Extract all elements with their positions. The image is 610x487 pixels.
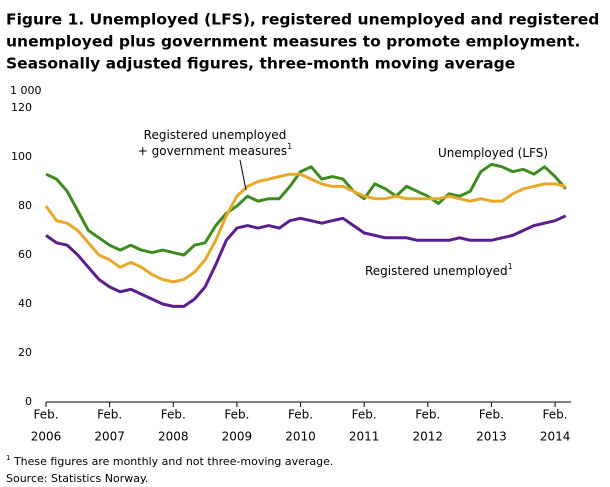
chart-title: Seasonally adjusted figures, three-month… [6, 55, 515, 73]
x-tick-label: Feb. [288, 408, 313, 422]
footnote-mark: 1 [508, 262, 513, 271]
pointer [239, 159, 247, 191]
series-label-text: + government measures [138, 144, 287, 158]
footnote-mark: 1 [6, 454, 10, 462]
x-tick-label: Feb. [33, 408, 58, 422]
footnote-mark: 1 [287, 142, 292, 151]
chart-title: unemployed plus government measures to p… [6, 33, 580, 51]
chart-title: Figure 1. Unemployed (LFS), registered u… [6, 11, 599, 29]
x-tick-label: 2008 [158, 430, 189, 444]
series-label: + government measures1 [138, 142, 293, 158]
x-tick-label: 2007 [94, 430, 125, 444]
x-tick-label: Feb. [415, 408, 440, 422]
series-line [44, 172, 567, 284]
y-tick-label: 100 [11, 150, 32, 163]
footnote-text: These figures are monthly and not three-… [10, 455, 333, 468]
y-tick-label: 80 [18, 199, 32, 212]
x-tick-label: 2009 [222, 430, 253, 444]
x-tick-label: Feb. [543, 408, 568, 422]
x-tick-label: 2012 [413, 430, 444, 444]
y-tick-label: 120 [11, 101, 32, 114]
x-tick-label: 2014 [540, 430, 571, 444]
y-tick-label: 0 [25, 395, 32, 408]
y-tick-label: 40 [18, 297, 32, 310]
x-tick-label: 2010 [285, 430, 316, 444]
series-line [45, 214, 567, 308]
series-label-text: Registered unemployed [144, 128, 287, 142]
series-line [45, 162, 567, 257]
y-unit: 1 000 [10, 84, 42, 97]
x-tick-label: Feb. [161, 408, 186, 422]
x-tick-label: Feb. [352, 408, 377, 422]
x-tick-label: Feb. [97, 408, 122, 422]
x-tick-label: 2011 [349, 430, 380, 444]
y-tick-label: 20 [18, 346, 32, 359]
x-tick-label: 2006 [31, 430, 62, 444]
footnote: 1 These figures are monthly and not thre… [6, 454, 333, 468]
x-tick-label: 2013 [476, 430, 507, 444]
x-tick-label: Feb. [479, 408, 504, 422]
source: Source: Statistics Norway. [6, 472, 148, 485]
series-label: Registered unemployed1 [365, 262, 513, 278]
series-label-text: Registered unemployed [365, 264, 508, 278]
x-tick-label: Feb. [224, 408, 249, 422]
y-tick-label: 60 [18, 248, 32, 261]
series-label: Unemployed (LFS) [438, 146, 548, 160]
series-label-text: Unemployed (LFS) [438, 146, 548, 160]
series-label: Registered unemployed [144, 128, 287, 142]
